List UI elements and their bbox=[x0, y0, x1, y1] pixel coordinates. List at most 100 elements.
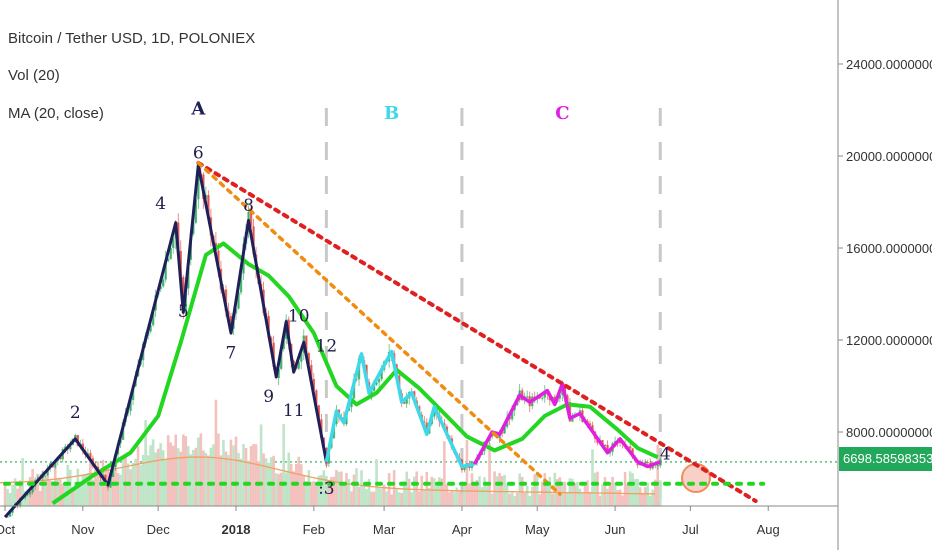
candle-body bbox=[608, 451, 612, 454]
candle-body bbox=[510, 410, 514, 420]
candle-body bbox=[588, 423, 592, 426]
volume-bar bbox=[656, 444, 660, 506]
volume-bar bbox=[628, 471, 632, 506]
x-tick-label[interactable]: Feb bbox=[303, 522, 325, 537]
volume-bar bbox=[616, 490, 619, 506]
y-tick-label: 8000.00000000 bbox=[846, 425, 932, 440]
y-tick-label: 20000.00000000 bbox=[846, 149, 932, 164]
x-axis[interactable]: Oct Nov Dec 2018 Feb Mar Apr May Jun Jul Aug bbox=[0, 506, 780, 537]
volume-bar bbox=[596, 471, 599, 506]
x-tick-label[interactable]: Jul bbox=[682, 522, 699, 537]
candle-body bbox=[6, 516, 9, 518]
volume-bar bbox=[535, 471, 539, 506]
candle-body bbox=[69, 445, 72, 450]
volume-bar bbox=[563, 481, 567, 506]
volume-bar bbox=[13, 478, 17, 506]
volume-bar bbox=[116, 473, 120, 506]
volume-bar bbox=[154, 452, 157, 506]
x-tick-label[interactable]: 2018 bbox=[222, 522, 251, 537]
volume-bar bbox=[179, 451, 183, 506]
volume-bar bbox=[576, 481, 579, 506]
candle-body bbox=[591, 425, 594, 432]
volume-bar bbox=[415, 471, 419, 506]
volume-bar bbox=[161, 450, 165, 506]
x-tick-label[interactable]: Nov bbox=[71, 522, 95, 537]
volume-bar bbox=[299, 464, 303, 506]
volume-bar bbox=[395, 489, 398, 506]
volume-bar bbox=[608, 483, 612, 506]
volume-bar bbox=[297, 456, 301, 506]
volume-bar bbox=[561, 481, 564, 506]
wave-count-label: 8 bbox=[243, 196, 254, 216]
x-tick-label[interactable]: Mar bbox=[373, 522, 396, 537]
volume-bar bbox=[410, 492, 414, 506]
x-tick-label[interactable]: Apr bbox=[452, 522, 473, 537]
candle-body bbox=[169, 247, 172, 259]
x-tick-label[interactable]: Aug bbox=[757, 522, 780, 537]
volume-bar bbox=[199, 433, 203, 506]
volume-bar bbox=[601, 484, 604, 506]
volume-bar bbox=[636, 479, 639, 506]
volume-bar bbox=[460, 493, 464, 506]
volume-bar bbox=[181, 434, 185, 506]
wave-labels: A B C 2 4 5 6 7 8 9 10 11 12:3 4 bbox=[70, 99, 671, 500]
volume-bar bbox=[515, 493, 519, 506]
candle-body bbox=[109, 476, 112, 488]
volume-bar bbox=[156, 448, 160, 506]
x-tick-label[interactable]: Dec bbox=[147, 522, 171, 537]
ideas-marker-icon[interactable] bbox=[681, 463, 711, 493]
ma-series-line bbox=[51, 241, 659, 505]
candle-body bbox=[8, 512, 12, 517]
x-tick-label[interactable]: May bbox=[525, 522, 550, 537]
volume-bar bbox=[111, 473, 115, 506]
volume-bar bbox=[603, 477, 607, 506]
volume-bar bbox=[232, 445, 235, 506]
wave-count-label: 10 bbox=[288, 307, 310, 327]
candle-body bbox=[541, 397, 544, 399]
candle-body bbox=[129, 400, 132, 411]
candle-body bbox=[350, 398, 353, 408]
candle-body bbox=[111, 467, 115, 477]
wave-label: C bbox=[555, 103, 569, 124]
volume-bar bbox=[641, 493, 644, 506]
volume-bar bbox=[166, 435, 170, 506]
volume-bar bbox=[26, 489, 29, 506]
volume-bar bbox=[508, 493, 511, 506]
candle-body bbox=[606, 444, 609, 454]
volume-bar bbox=[387, 473, 391, 506]
volume-bar bbox=[380, 488, 383, 506]
volume-indicator-label[interactable]: Vol (20) bbox=[8, 67, 60, 84]
volume-bar bbox=[453, 491, 456, 506]
volume-bar bbox=[430, 476, 434, 506]
last-price-tag: 6698.58598353 bbox=[839, 447, 932, 471]
volume-bar bbox=[490, 493, 494, 506]
volume-bar bbox=[136, 446, 140, 506]
volume-bar bbox=[36, 473, 39, 506]
volume-bar bbox=[242, 444, 245, 506]
volume-bar bbox=[513, 495, 516, 506]
chart-title[interactable]: Bitcoin / Tether USD, 1D, POLONIEX bbox=[8, 30, 256, 47]
volume-bar bbox=[573, 483, 577, 506]
volume-bar bbox=[249, 446, 253, 506]
x-tick-label[interactable]: Jun bbox=[605, 522, 626, 537]
candle-body bbox=[237, 292, 240, 309]
volume-bar bbox=[56, 478, 60, 506]
volume-bar bbox=[209, 447, 213, 506]
volume-bar bbox=[588, 491, 592, 506]
volume-bar bbox=[330, 477, 333, 506]
candle-body bbox=[89, 453, 92, 459]
candle-body bbox=[207, 195, 210, 218]
volume-bar bbox=[51, 481, 55, 506]
wave-label: A bbox=[190, 99, 206, 120]
x-tick-label[interactable]: Oct bbox=[0, 522, 16, 537]
volume-bar bbox=[159, 443, 162, 506]
volume-bar bbox=[591, 449, 594, 506]
candle-body bbox=[370, 390, 373, 395]
volume-bar bbox=[646, 483, 650, 506]
volume-bar bbox=[287, 452, 291, 506]
candle-body bbox=[31, 486, 34, 493]
volume-bar bbox=[543, 472, 547, 506]
ma-indicator-label[interactable]: MA (20, close) bbox=[8, 105, 104, 122]
volume-bar bbox=[74, 482, 77, 506]
volume-bar bbox=[174, 434, 178, 506]
